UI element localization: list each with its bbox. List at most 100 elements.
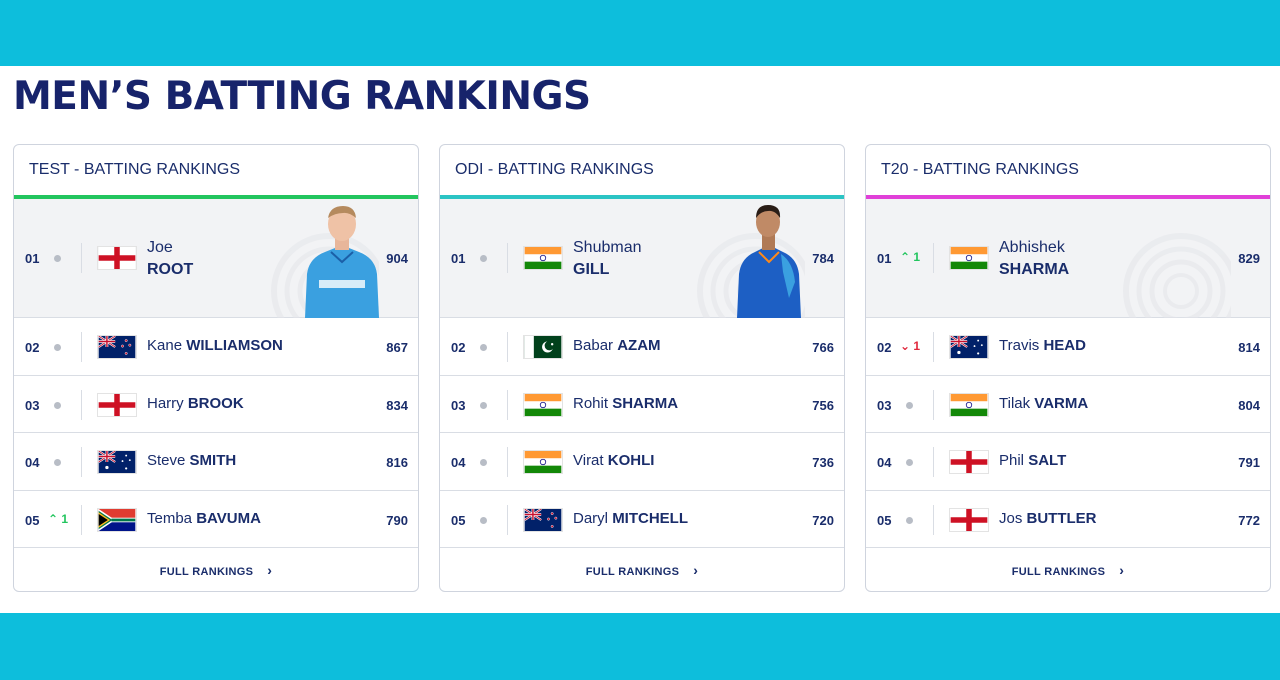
rank-number: 01 [25,251,40,266]
rank-number: 05 [451,512,466,528]
movement-value: 1 [913,250,921,264]
new-zealand-flag-icon [97,335,137,359]
rating: 904 [386,251,408,266]
player-name: Jos BUTTLER [999,510,1097,527]
ranking-row[interactable]: 03 Rohit SHARMA 756 [440,376,844,433]
ranking-row[interactable]: 05 ⌃ 1 Temba BAVUMA 790 [14,491,418,548]
chevron-right-icon: › [693,562,699,578]
movement-neutral-icon [48,251,78,265]
india-flag-icon [523,392,563,417]
last-name: ROOT [147,260,194,278]
divider [507,332,508,362]
full-rankings-label: FULL RANKINGS [159,566,254,578]
rating: 736 [812,455,834,470]
first-name: Tilak [999,394,1031,412]
top-ranked-row[interactable]: 01 Joe ROOT 904 [14,199,418,318]
rating: 804 [1238,397,1260,413]
first-name: Joe [147,239,173,256]
player-name: Steve SMITH [147,452,236,469]
divider [81,504,82,535]
last-name: KOHLI [607,452,655,469]
divider [81,243,82,273]
south-africa-flag-icon [97,507,137,532]
divider [507,447,508,477]
first-name: Virat [573,452,604,469]
ranking-row[interactable]: 03 Harry BROOK 834 [14,376,418,433]
ranking-row[interactable]: 04 Phil SALT 791 [866,433,1270,491]
rating: 791 [1238,455,1260,470]
full-rankings-link[interactable]: FULL RANKINGS › [14,548,418,591]
full-rankings-link[interactable]: FULL RANKINGS › [440,548,844,591]
rating: 720 [812,512,834,528]
movement-neutral-icon [48,340,78,354]
ranking-row[interactable]: 04 Steve SMITH 816 [14,433,418,491]
last-name: HEAD [1043,337,1086,354]
player-photo-icon [305,206,379,318]
player-name: Daryl MITCHELL [573,510,688,527]
player-name: Babar AZAM [573,337,661,354]
rating: 772 [1238,512,1260,528]
rank-number: 04 [451,455,466,470]
rank-number: 01 [877,251,892,266]
rating: 814 [1238,340,1260,355]
movement-neutral-icon [474,513,504,527]
top-ranked-row[interactable]: 01 ⌃ 1 Abhishek SHARMA 829 [866,199,1270,318]
first-name: Rohit [573,394,609,412]
ranking-row[interactable]: 05 Jos BUTTLER 772 [866,491,1270,548]
player-name: Joe ROOT [147,237,193,280]
india-flag-icon [523,246,563,270]
test-rankings-card: TEST - BATTING RANKINGS 01 Joe ROOT 904 0… [13,144,419,592]
rating: 834 [386,397,408,413]
movement-neutral-icon [900,455,930,469]
movement-up-icon: ⌃ 1 [900,250,921,264]
divider [507,389,508,420]
chevron-right-icon: › [267,562,273,578]
last-name: SHARMA [999,260,1070,278]
rating: 790 [386,512,408,528]
page-title: MEN’S BATTING RANKINGS [13,74,591,119]
last-name: VARMA [1034,394,1089,412]
movement-down-icon: ⌄ 1 [900,339,921,353]
last-name: BUTTLER [1026,509,1097,527]
card-title: T20 - BATTING RANKINGS [866,145,1270,199]
chevron-right-icon: › [1119,562,1125,578]
first-name: Harry [147,394,184,412]
ranking-row[interactable]: 04 Virat KOHLI 736 [440,433,844,491]
rank-number: 03 [877,397,892,413]
india-flag-icon [949,392,989,417]
australia-flag-icon [949,335,989,359]
card-title: TEST - BATTING RANKINGS [14,145,418,199]
ranking-row[interactable]: 02 Babar AZAM 766 [440,318,844,376]
movement-value: 1 [913,339,921,353]
first-name: Jos [999,509,1023,527]
australia-flag-icon [97,450,137,474]
england-flag-icon [97,246,137,270]
player-name: Kane WILLIAMSON [147,337,283,354]
ranking-row[interactable]: 02 ⌄ 1 Travis HEAD 814 [866,318,1270,376]
player-name: Harry BROOK [147,395,244,412]
divider [933,504,934,535]
first-name: Travis [999,337,1040,354]
divider [933,389,934,420]
movement-up-icon: ⌃ 1 [48,511,69,526]
odi-rankings-card: ODI - BATTING RANKINGS 01 Shubman GILL 78… [439,144,845,592]
last-name: AZAM [617,337,661,354]
rank-number: 03 [25,397,40,413]
movement-neutral-icon [48,455,78,469]
last-name: GILL [573,260,610,278]
ranking-row[interactable]: 03 Tilak VARMA 804 [866,376,1270,433]
rank-number: 02 [451,340,466,355]
t20-rankings-card: T20 - BATTING RANKINGS 01 ⌃ 1 Abhishek SH… [865,144,1271,592]
rating: 784 [812,251,834,266]
movement-neutral-icon [900,513,930,527]
full-rankings-label: FULL RANKINGS [585,566,680,578]
top-ranked-row[interactable]: 01 Shubman GILL 784 [440,199,844,318]
full-rankings-link[interactable]: FULL RANKINGS › [866,548,1270,591]
movement-neutral-icon [474,398,504,412]
england-flag-icon [949,450,989,474]
player-name: Travis HEAD [999,337,1086,354]
first-name: Steve [147,452,186,469]
last-name: BAVUMA [196,509,261,527]
ranking-row[interactable]: 02 Kane WILLIAMSON 867 [14,318,418,376]
ranking-row[interactable]: 05 Daryl MITCHELL 720 [440,491,844,548]
